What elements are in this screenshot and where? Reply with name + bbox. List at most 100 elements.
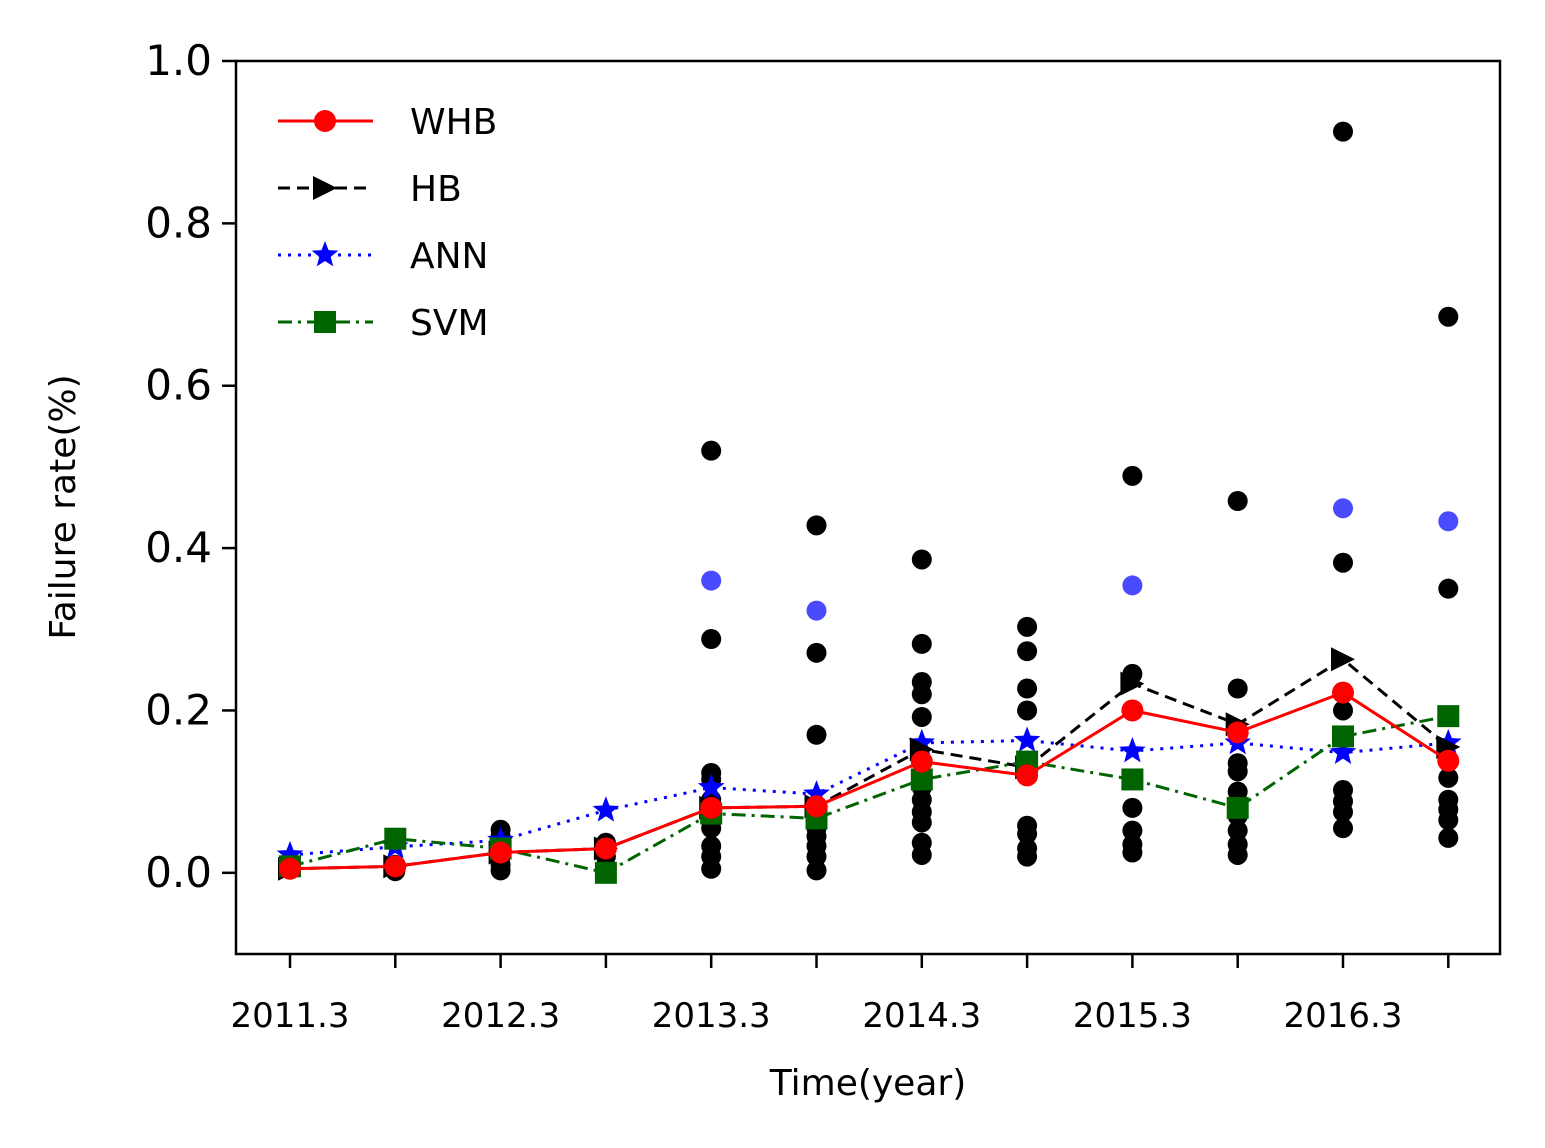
scatter-point	[806, 642, 827, 663]
series-ann	[276, 726, 1462, 867]
scatter-point	[1227, 753, 1248, 774]
y-axis-title: Failure rate(%)	[43, 374, 84, 639]
scatter-point	[911, 549, 932, 570]
scatter-point	[1227, 781, 1248, 802]
scatter-point-highlight	[701, 570, 722, 591]
series-line-svm	[289, 714, 1449, 875]
scatter-point	[1017, 678, 1038, 699]
scatter-point	[1227, 491, 1248, 512]
data-point-ann	[1013, 726, 1041, 752]
data-point-whb	[594, 837, 617, 860]
data-point-svm	[1226, 796, 1249, 819]
legend-label-ann: ANN	[410, 236, 489, 277]
x-tick-label: 2011.3	[231, 996, 350, 1036]
legend: WHB HB ANN SVM	[278, 102, 497, 344]
data-point-ann	[592, 796, 620, 822]
legend-item-whb: WHB	[278, 102, 497, 143]
scatter-point	[1227, 834, 1248, 855]
scatter-point	[806, 860, 827, 881]
scatter-point	[1333, 121, 1353, 142]
y-tick-label: 0.6	[145, 361, 212, 410]
x-tick-label: 2012.3	[441, 996, 560, 1036]
series-hb	[278, 647, 1461, 881]
data-point-svm	[1121, 768, 1144, 791]
scatter-point-highlight	[1438, 511, 1459, 532]
scatter-point	[1227, 678, 1248, 699]
scatter-point	[1017, 700, 1038, 721]
legend-marker-ann	[311, 241, 339, 267]
scatter-point	[1017, 616, 1038, 637]
series-line-hb	[289, 657, 1450, 871]
scatter-point	[701, 440, 722, 461]
data-point-svm	[910, 768, 933, 791]
scatter-point	[1333, 780, 1353, 801]
data-point-ann	[908, 728, 936, 755]
data-point-whb	[1121, 699, 1144, 722]
legend-label-whb: WHB	[410, 102, 497, 143]
legend-item-svm: SVM	[278, 303, 489, 344]
scatter-point	[1122, 820, 1143, 841]
scatter-point	[1333, 552, 1353, 573]
legend-item-ann: ANN	[278, 236, 489, 277]
data-point-svm	[594, 861, 617, 884]
plot-content	[276, 121, 1462, 884]
data-point-hb	[1120, 671, 1145, 696]
data-point-whb	[1332, 681, 1354, 704]
scatter-point	[1122, 797, 1143, 818]
legend-label-hb: HB	[410, 169, 462, 210]
scatter-point	[701, 836, 722, 857]
data-point-svm	[1332, 725, 1354, 748]
series-line-whb	[289, 690, 1450, 871]
scatter-point-highlight	[1122, 575, 1143, 596]
scatter-point-highlight	[1333, 498, 1353, 519]
legend-marker-hb	[313, 176, 337, 200]
y-axis: 0.0 0.2 0.4 0.6 0.8 1.0	[145, 36, 236, 897]
data-point-whb	[1437, 749, 1460, 772]
scatter-point	[1438, 767, 1459, 788]
x-tick-label: 2014.3	[862, 996, 981, 1036]
scatter-point	[1122, 465, 1143, 486]
data-point-whb	[279, 857, 301, 880]
scatter-point	[911, 672, 932, 693]
data-point-svm	[384, 827, 407, 850]
scatter-point	[1017, 838, 1038, 859]
data-point-ann	[276, 840, 304, 867]
data-point-whb	[489, 841, 512, 864]
x-axis-title: Time(year)	[769, 1063, 967, 1104]
x-axis: 2011.3 2012.3 2013.3 2014.3 2015.3 2016.3	[231, 954, 1450, 1036]
scatter-point	[1333, 700, 1353, 721]
data-point-whb	[1016, 764, 1039, 787]
y-tick-label: 0.4	[145, 523, 212, 572]
scatter-point	[806, 515, 827, 536]
scatter-point	[701, 762, 722, 783]
scatter-point	[911, 832, 932, 853]
scatter-point	[1017, 641, 1038, 662]
scatter-point	[1333, 818, 1353, 839]
y-tick-label: 0.8	[145, 198, 212, 247]
scatter-point	[911, 633, 932, 654]
legend-label-svm: SVM	[410, 303, 489, 344]
scatter-point	[806, 724, 827, 745]
scatter-point	[1227, 820, 1248, 841]
data-point-whb	[700, 796, 723, 819]
legend-marker-svm	[314, 311, 336, 333]
data-point-ann	[1329, 738, 1357, 764]
legend-marker-whb	[314, 110, 336, 132]
scatter-point	[1017, 815, 1038, 836]
y-tick-label: 0.0	[145, 848, 212, 897]
data-point-whb	[805, 795, 828, 818]
y-tick-label: 1.0	[145, 36, 212, 85]
data-point-hb	[1331, 647, 1355, 672]
x-tick-label: 2016.3	[1284, 996, 1403, 1036]
y-tick-label: 0.2	[145, 685, 212, 734]
legend-item-hb: HB	[278, 169, 462, 210]
data-point-whb	[384, 855, 407, 878]
scatter-point	[1438, 789, 1459, 810]
x-tick-label: 2015.3	[1073, 996, 1192, 1036]
scatter-point-highlight	[806, 600, 827, 621]
data-point-ann	[1119, 737, 1146, 763]
data-point-svm	[1437, 705, 1460, 728]
scatter-point	[911, 706, 932, 727]
data-point-whb	[910, 750, 933, 773]
